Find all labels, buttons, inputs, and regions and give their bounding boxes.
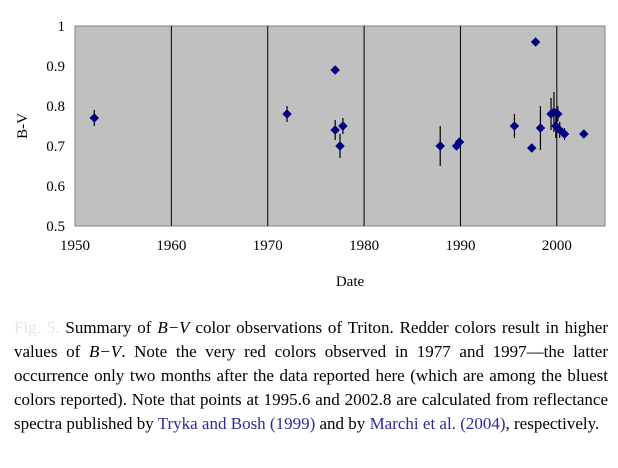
y-tick-label: 0.6	[46, 179, 65, 195]
data-point	[330, 65, 341, 75]
caption-text: and by	[315, 414, 370, 433]
caption-text: Summary of	[65, 318, 158, 337]
caption-bv: B−V	[88, 342, 122, 361]
caption-text: . Note the very red colors observed in 1…	[14, 342, 608, 433]
x-tick-label: 1960	[156, 238, 186, 254]
data-point	[559, 129, 570, 139]
data-points	[89, 37, 589, 166]
reference-link-tryka-bosh[interactable]: Tryka and Bosh (1999)	[157, 414, 316, 433]
data-point	[89, 113, 100, 123]
y-tick-label: 1	[58, 19, 66, 35]
data-point	[282, 109, 292, 119]
data-point	[578, 129, 589, 139]
caption-text: , respectively.	[505, 414, 600, 433]
data-point	[552, 109, 563, 119]
reference-link-marchi[interactable]: Marchi et al. (2004)	[369, 414, 506, 433]
data-point	[454, 137, 465, 147]
x-axis-ticks: 1950 1960 1970 1980 1990 2000	[60, 238, 572, 254]
x-tick-label: 1990	[445, 238, 475, 254]
caption-text: color observations of Triton. Redder col…	[14, 318, 608, 361]
data-point	[330, 125, 341, 135]
figure-caption: Fig. 5. Summary of B−V color observation…	[14, 316, 608, 436]
caption-bv: B−V	[157, 318, 190, 337]
y-tick-label: 0.9	[46, 59, 65, 75]
y-tick-label: 0.8	[46, 99, 65, 115]
data-point	[530, 37, 541, 47]
figure-label: Fig. 5.	[14, 318, 60, 337]
data-point	[338, 121, 348, 131]
y-tick-label: 0.5	[46, 219, 65, 235]
chart: 0.5 0.6 0.7 0.8 0.9 1 1950 1960 1970 1980 1990 200…	[15, 19, 606, 290]
data-point	[526, 143, 537, 153]
data-point	[435, 141, 446, 151]
data-point	[509, 121, 520, 131]
y-axis-title: B-V	[15, 113, 31, 139]
x-tick-label: 2000	[542, 238, 572, 254]
x-tick-label: 1970	[253, 238, 283, 254]
y-axis-ticks: 0.5 0.6 0.7 0.8 0.9 1	[46, 19, 65, 235]
x-axis-title: Date	[336, 274, 365, 290]
x-tick-label: 1950	[60, 238, 90, 254]
x-tick-label: 1980	[349, 238, 379, 254]
data-point	[535, 123, 546, 133]
y-tick-label: 0.7	[46, 139, 65, 155]
data-point	[335, 141, 345, 151]
